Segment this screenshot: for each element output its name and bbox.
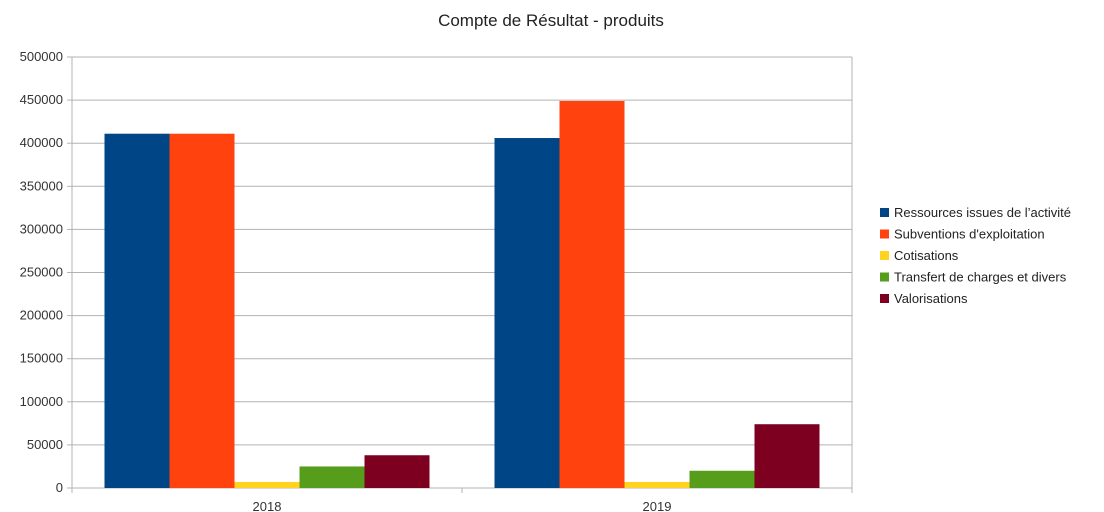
y-tick-label: 500000: [20, 49, 63, 64]
x-tick-label: 2018: [253, 499, 282, 512]
legend-label: Subventions d'exploitation: [894, 227, 1045, 242]
legend-swatch: [880, 294, 889, 303]
y-tick-label: 350000: [20, 178, 63, 193]
bar: [689, 470, 755, 488]
bar: [494, 138, 560, 488]
legend: Ressources issues de l’activité Subventio…: [880, 205, 1071, 306]
axes-layer: 0 50000 100000 150000 200000 250000 300000 3500…: [20, 49, 853, 512]
bar: [104, 133, 170, 488]
y-tick-label: 450000: [20, 92, 63, 107]
y-tick-label: 100000: [20, 394, 63, 409]
legend-label: Cotisations: [894, 248, 959, 263]
bar: [299, 466, 365, 488]
y-tick-label: 50000: [27, 437, 63, 452]
bar: [624, 481, 690, 488]
chart-title: Compte de Résultat - produits: [438, 11, 664, 30]
legend-label: Valorisations: [894, 291, 968, 306]
legend-swatch: [880, 208, 889, 217]
y-tick-label: 0: [56, 480, 63, 495]
legend-swatch: [880, 251, 889, 260]
bar: [754, 424, 820, 488]
y-tick-label: 200000: [20, 308, 63, 323]
legend-swatch: [880, 229, 889, 239]
bar: [364, 455, 430, 488]
legend-label: Ressources issues de l’activité: [894, 205, 1071, 220]
legend-swatch: [880, 272, 889, 282]
bars-layer: [104, 100, 820, 488]
bar: [169, 133, 235, 488]
legend-label: Transfert de charges et divers: [894, 270, 1067, 285]
y-tick-label: 300000: [20, 221, 63, 236]
y-tick-label: 400000: [20, 135, 63, 150]
bar: [559, 100, 625, 488]
y-tick-label: 150000: [20, 351, 63, 366]
x-tick-label: 2019: [643, 499, 672, 512]
y-tick-label: 250000: [20, 265, 63, 280]
bar: [234, 481, 300, 488]
